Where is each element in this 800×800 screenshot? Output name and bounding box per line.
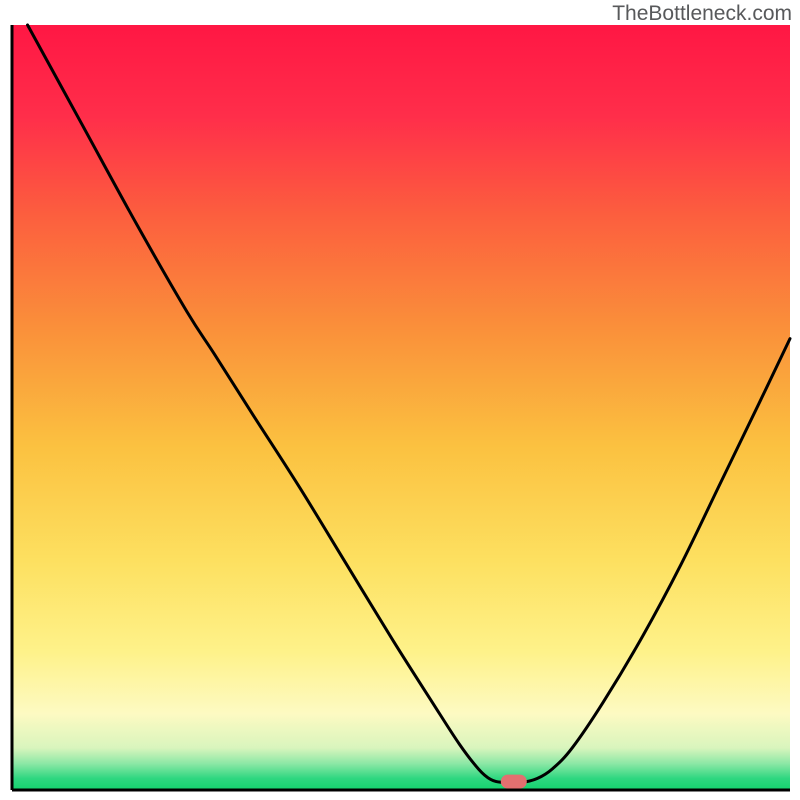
- plot-background: [12, 25, 790, 790]
- bottleneck-chart: [0, 0, 800, 800]
- watermark-label: TheBottleneck.com: [612, 2, 792, 26]
- chart-container: TheBottleneck.com: [0, 0, 800, 800]
- optimum-marker: [501, 775, 527, 789]
